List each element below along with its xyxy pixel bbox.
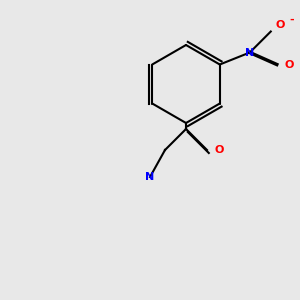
Text: O: O: [214, 145, 224, 155]
Text: -: -: [290, 14, 294, 25]
Text: N: N: [146, 172, 154, 182]
Text: O: O: [275, 20, 284, 31]
Text: N: N: [245, 47, 254, 58]
Text: O: O: [284, 59, 293, 70]
